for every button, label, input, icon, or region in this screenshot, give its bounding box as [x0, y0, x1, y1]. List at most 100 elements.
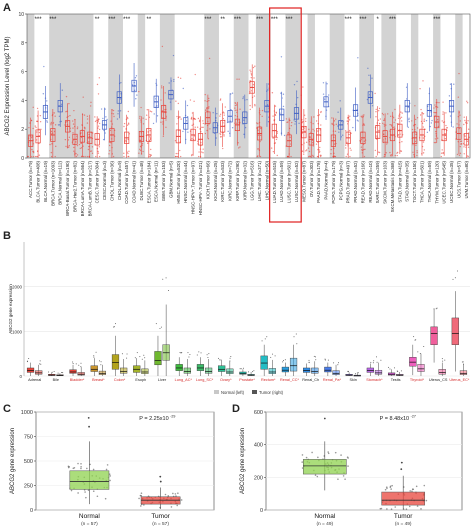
data-point	[301, 121, 303, 124]
data-point	[448, 95, 451, 97]
category-label: CESC.Normal (n=3)	[102, 160, 107, 200]
data-point	[219, 99, 222, 101]
data-point	[434, 112, 436, 114]
data-point	[349, 155, 351, 158]
data-point	[27, 155, 29, 158]
category-label: LGG.Tumor (n=516)	[250, 160, 255, 200]
data-point	[179, 116, 181, 118]
data-point	[316, 155, 319, 158]
data-point	[319, 154, 322, 156]
legend-swatch-normal	[214, 390, 219, 394]
outlier-point	[207, 356, 209, 358]
category-label: KIRP.Tumor (n=290)	[235, 160, 240, 200]
data-point	[311, 139, 314, 142]
data-point	[191, 112, 194, 114]
data-point	[423, 484, 426, 487]
data-point	[393, 127, 396, 130]
category-label: OV.Tumor (n=303)	[309, 160, 314, 197]
data-point	[363, 140, 365, 143]
data-point	[65, 111, 67, 113]
stripe-band	[27, 14, 35, 158]
data-point	[272, 150, 275, 153]
significance-mark: *	[377, 17, 380, 23]
data-point	[316, 475, 319, 478]
data-point	[416, 152, 418, 154]
outlier-point	[75, 363, 77, 365]
data-point	[204, 100, 206, 102]
data-point	[139, 149, 142, 152]
significance-mark: ***	[256, 17, 264, 23]
data-point	[97, 150, 99, 153]
panel-label-a: A	[3, 2, 11, 14]
category-label: GBM.Normal (n=5)	[168, 160, 173, 198]
data-point	[223, 112, 225, 114]
significance-mark: **	[220, 17, 225, 23]
outlier-point	[188, 356, 190, 358]
data-point	[394, 108, 396, 111]
box	[374, 369, 383, 375]
data-point	[346, 456, 349, 458]
data-point	[175, 495, 177, 497]
data-point	[128, 155, 130, 158]
data-point	[177, 102, 180, 105]
data-point	[88, 145, 90, 148]
data-point	[361, 149, 363, 151]
outlier-point	[72, 361, 74, 363]
data-point	[422, 152, 425, 154]
outlier-point	[323, 417, 326, 420]
data-point	[324, 98, 326, 100]
data-point	[58, 124, 61, 126]
data-point	[260, 127, 262, 130]
plot-frame	[26, 13, 471, 159]
data-point	[160, 85, 163, 87]
data-point	[194, 73, 196, 76]
outlier-point	[230, 356, 232, 358]
data-point	[123, 155, 125, 158]
box	[111, 354, 120, 370]
category-label: Prostate*	[239, 378, 255, 382]
data-point	[98, 155, 101, 158]
data-point	[382, 119, 385, 122]
outlier-point	[333, 362, 335, 364]
data-point	[176, 155, 178, 158]
data-point	[315, 143, 318, 145]
data-point	[249, 108, 251, 111]
data-point	[434, 130, 437, 133]
outlier-point	[134, 357, 136, 359]
data-point	[86, 118, 89, 120]
data-point	[433, 141, 436, 144]
data-point	[416, 505, 419, 507]
y-tick-label: 6	[21, 70, 24, 76]
data-point	[322, 82, 325, 84]
data-point	[98, 128, 101, 131]
data-point	[58, 115, 61, 117]
data-point	[374, 92, 376, 95]
data-point	[252, 83, 255, 86]
outlier-point	[308, 362, 310, 364]
data-point	[337, 478, 339, 480]
outlier-point	[126, 353, 128, 355]
category-label: Liver	[158, 378, 167, 382]
legend-swatch-tumor	[252, 390, 257, 394]
data-point	[274, 113, 277, 116]
outlier-point	[293, 336, 295, 338]
data-point	[110, 142, 112, 144]
box	[289, 357, 298, 372]
category-label: ACC.Tumor (n=79)	[28, 160, 33, 198]
data-point	[142, 123, 145, 125]
outlier-point	[327, 359, 329, 361]
data-point	[161, 110, 164, 112]
outlier-point	[136, 352, 138, 354]
outlier-point	[80, 362, 82, 364]
data-point	[68, 146, 70, 148]
outlier-point	[155, 323, 157, 325]
outlier-point	[200, 352, 202, 354]
data-point	[36, 107, 39, 110]
outlier-point	[39, 360, 41, 362]
data-point	[333, 120, 336, 122]
data-point	[208, 97, 210, 100]
data-point	[90, 101, 92, 104]
data-point	[293, 119, 295, 121]
data-point	[104, 132, 106, 134]
data-point	[259, 155, 262, 158]
